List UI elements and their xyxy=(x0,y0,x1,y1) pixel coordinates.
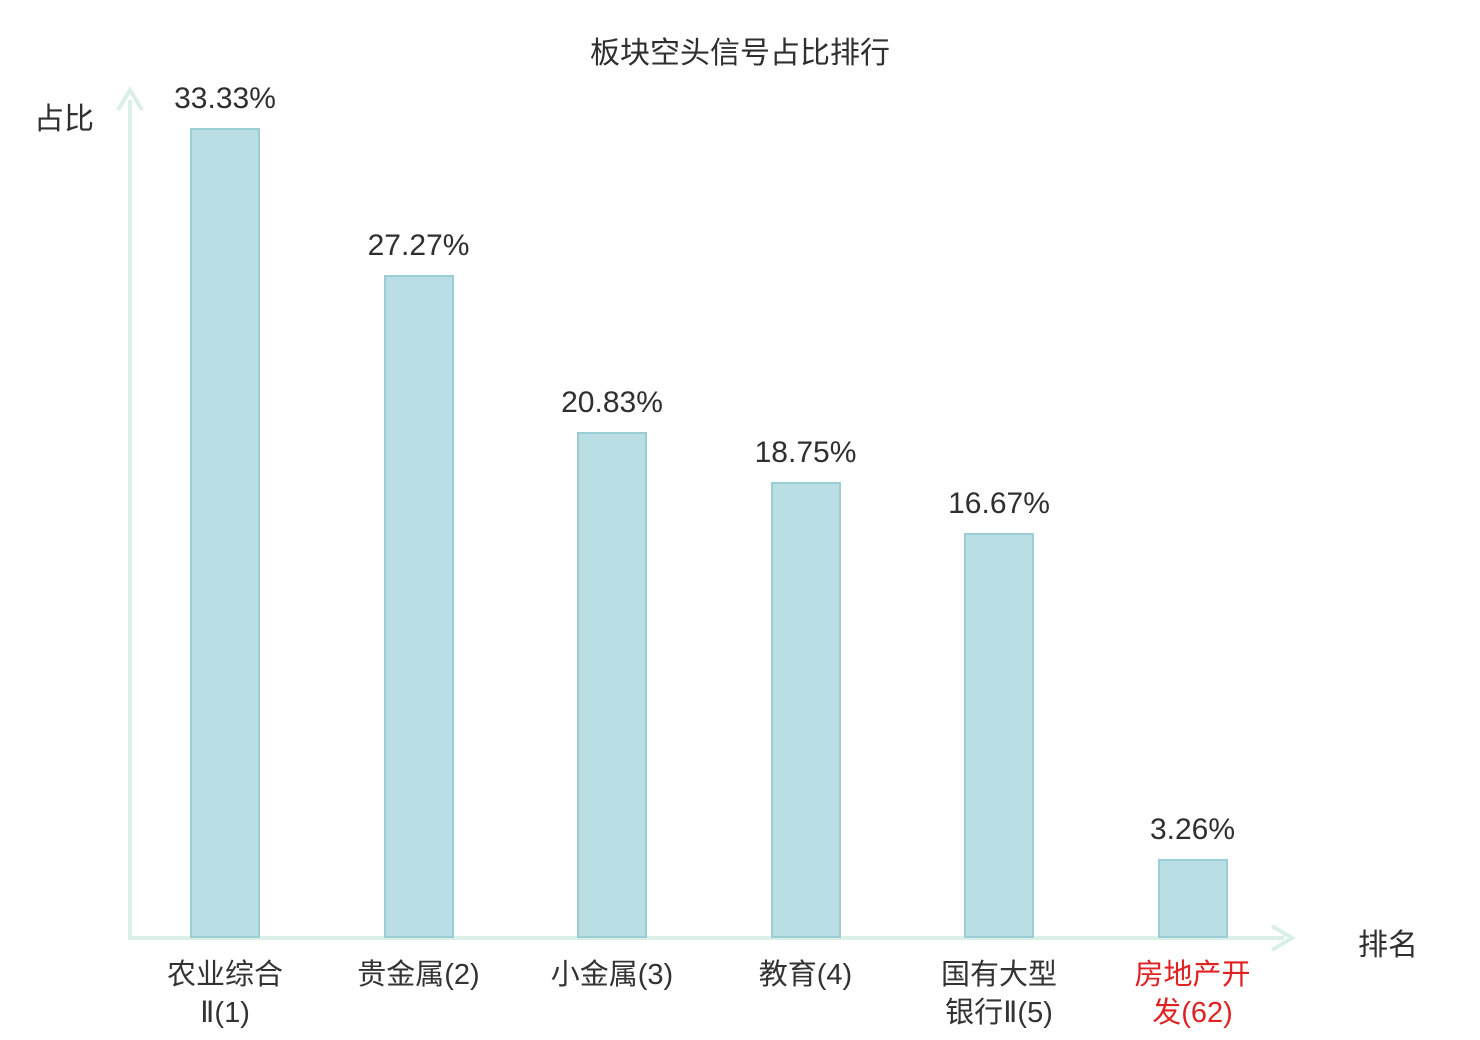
category-label: 贵金属(2) xyxy=(357,959,480,991)
bar xyxy=(577,432,647,938)
bar xyxy=(964,533,1034,938)
y-axis-label: 占比 xyxy=(34,103,94,136)
bar-value-label: 3.26% xyxy=(1149,813,1236,846)
y-axis-arrow-icon xyxy=(116,86,144,112)
category-label: 国有大型 银行Ⅱ(5) xyxy=(940,959,1058,1029)
bar xyxy=(383,275,454,938)
x-axis-label: 排名 xyxy=(1358,929,1418,962)
bar xyxy=(190,128,260,938)
bar-value-label: 18.75% xyxy=(754,436,857,469)
bar-value-label: 16.67% xyxy=(948,487,1050,520)
category-label: 教育(4) xyxy=(758,959,853,991)
category-label: 小金属(3) xyxy=(550,959,674,991)
bar-value-label: 27.27% xyxy=(367,229,470,262)
category-label: 农业综合 Ⅱ(1) xyxy=(166,959,284,1029)
bar xyxy=(1157,859,1228,938)
bar-value-label: 33.33% xyxy=(174,82,276,115)
category-label: 房地产开 发(62) xyxy=(1134,959,1251,1029)
bar xyxy=(770,482,841,938)
chart-title: 板块空头信号占比排行 xyxy=(590,37,890,70)
bar-value-label: 20.83% xyxy=(561,386,663,419)
x-axis-arrow-icon xyxy=(1270,924,1296,952)
